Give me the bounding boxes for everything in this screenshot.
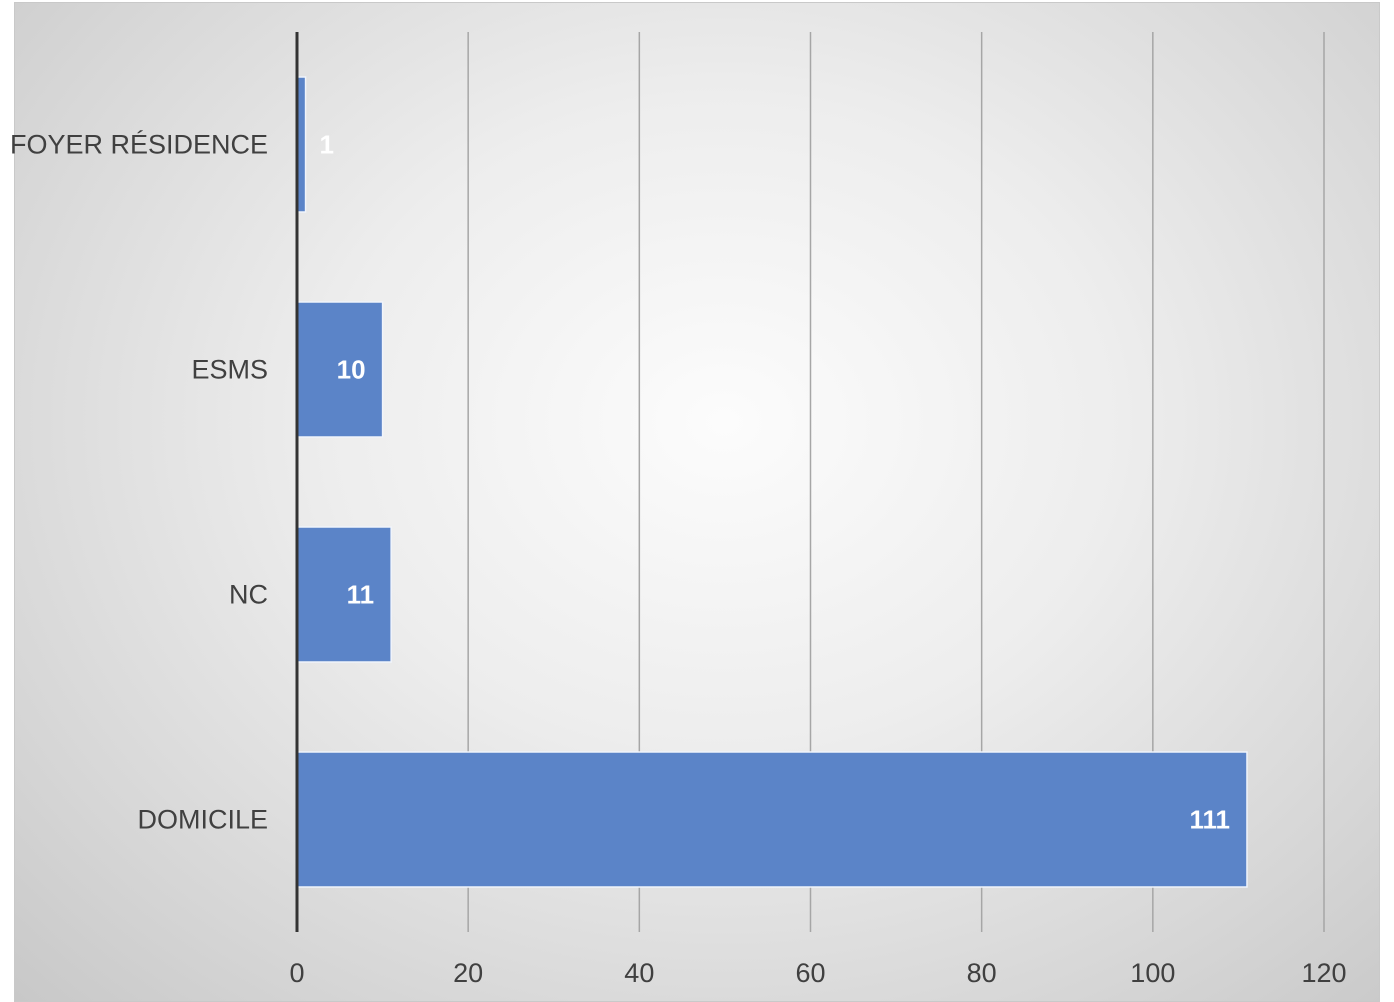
x-tick-label: 120 [1301, 958, 1346, 988]
bar-value-label: 10 [337, 355, 366, 385]
bar [296, 526, 392, 663]
bar [296, 751, 1248, 888]
x-tick-label: 0 [289, 958, 304, 988]
x-tick-label: 60 [795, 958, 825, 988]
bar-value-label: 111 [1189, 805, 1230, 835]
bar [296, 301, 384, 438]
value-axis-labels: 0 20 40 60 80 100 120 [289, 958, 1346, 988]
x-tick-label: 40 [624, 958, 654, 988]
bars [296, 76, 1248, 888]
category-label: FOYER RÉSIDENCE [10, 130, 268, 160]
x-tick-label: 80 [967, 958, 997, 988]
category-axis-labels: FOYER RÉSIDENCE ESMS NC DOMICILE [10, 130, 268, 835]
x-tick-label: 100 [1130, 958, 1175, 988]
bar-value-label: 1 [320, 130, 334, 160]
category-label: DOMICILE [137, 805, 268, 835]
x-tick-label: 20 [453, 958, 483, 988]
category-label: ESMS [191, 355, 268, 385]
category-label: NC [229, 580, 268, 610]
bar-value-label: 11 [347, 580, 375, 610]
